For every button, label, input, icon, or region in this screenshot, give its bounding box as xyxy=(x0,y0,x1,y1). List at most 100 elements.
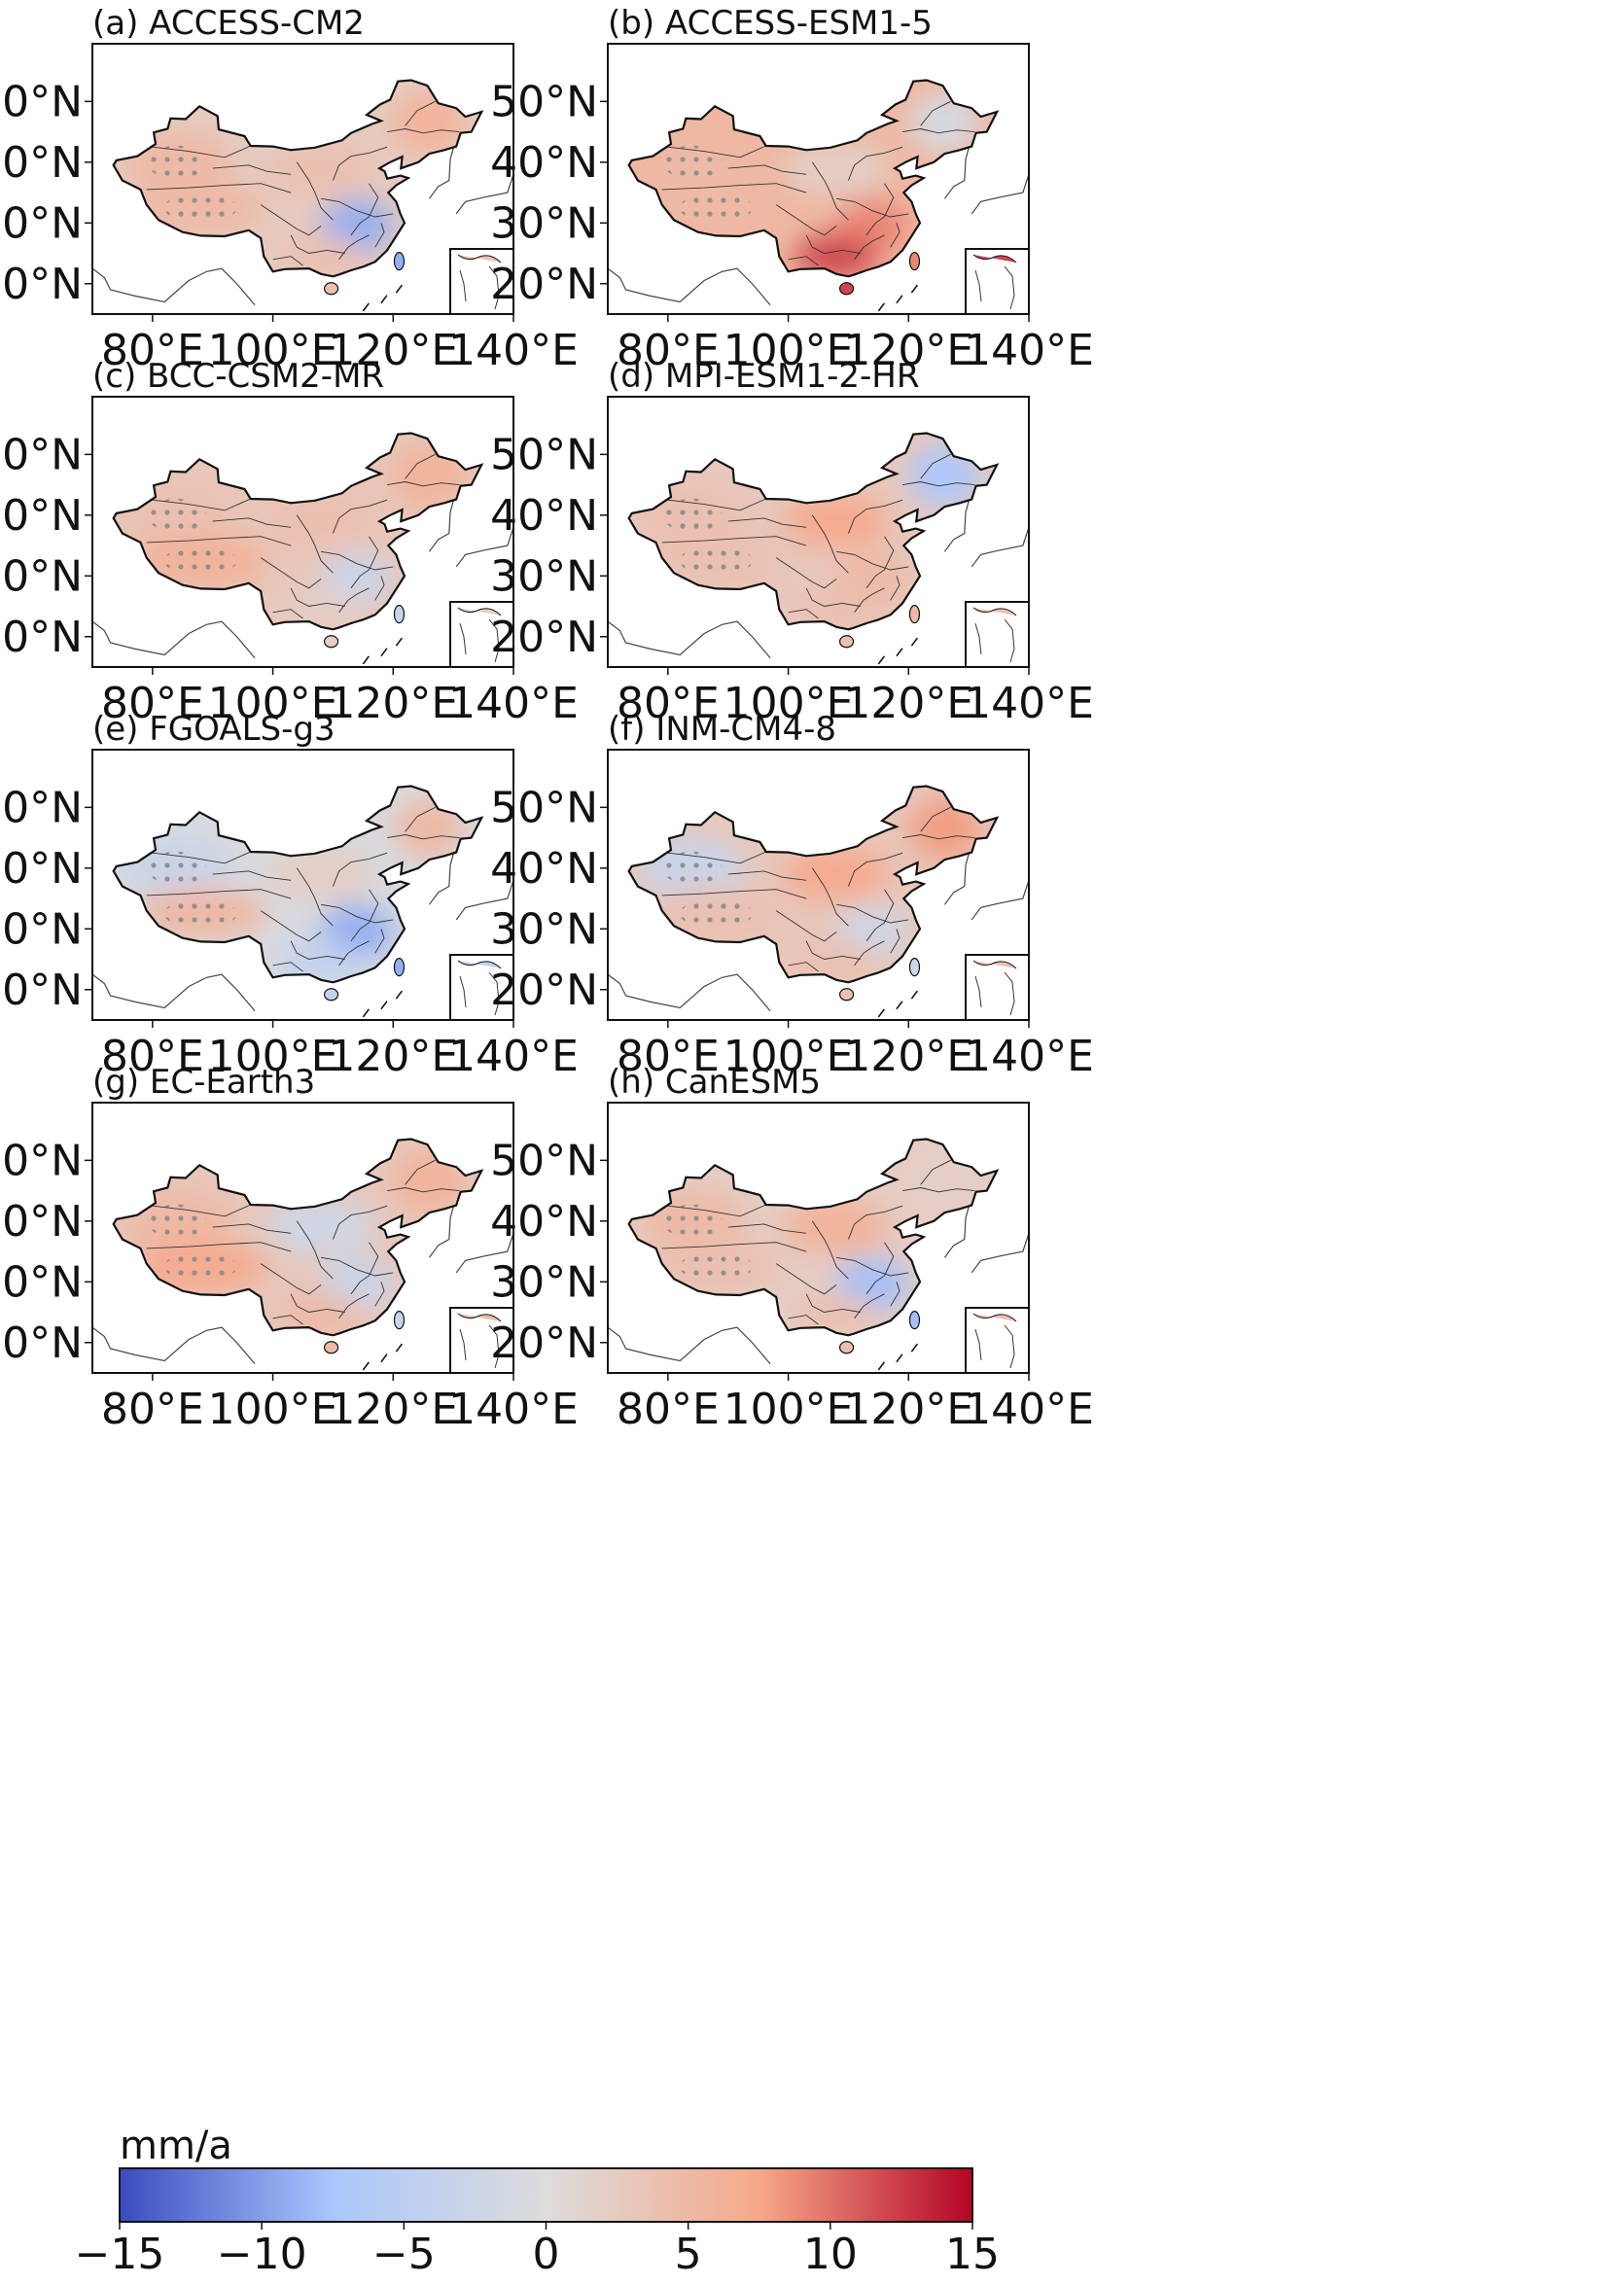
significance-stipple xyxy=(146,145,207,179)
south-china-sea-inset xyxy=(965,248,1030,315)
lat-tick-label: 30°N xyxy=(0,198,83,248)
lat-tick-label: 40°N xyxy=(0,844,83,894)
significance-stipple xyxy=(679,898,753,930)
province-boundary xyxy=(387,128,460,134)
significance-stipple xyxy=(679,193,753,224)
map-panel: (e) FGOALS-g3 20°N 30°N 40°N 50°N 80°E100°E12… xyxy=(0,710,579,1081)
lon-tick-label: 120°E xyxy=(328,1032,458,1081)
province-boundary xyxy=(811,867,849,927)
province-boundary xyxy=(152,1204,251,1217)
province-boundary xyxy=(775,910,837,942)
panel-title: (e) FGOALS-g3 xyxy=(92,710,335,749)
coastline-south-asia xyxy=(607,620,771,659)
province-boundary xyxy=(836,1256,909,1277)
province-boundary xyxy=(332,1205,388,1240)
province-boundary xyxy=(212,870,292,881)
china-field xyxy=(628,786,998,983)
province-boundary xyxy=(374,223,385,248)
map-panel: (g) EC-Earth3 20°N 30°N 40°N 50°N 80°E100°E12… xyxy=(0,1063,579,1434)
boundary-dash xyxy=(380,1001,388,1010)
province-boundary xyxy=(272,256,303,266)
province-boundary xyxy=(387,481,460,487)
hainan-island xyxy=(838,1341,855,1354)
taiwan-island xyxy=(908,1311,921,1330)
lon-tick-label: 80°E xyxy=(101,326,204,375)
lon-tick-label: 100°E xyxy=(208,679,338,728)
lat-tick-label: 50°N xyxy=(490,77,598,126)
region-north-blob xyxy=(782,846,891,902)
province-boundary xyxy=(854,940,885,967)
lat-tick-label: 40°N xyxy=(490,844,598,894)
lon-tick-label: 100°E xyxy=(208,1385,338,1434)
region-northeast-blob xyxy=(393,444,466,507)
province-boundary xyxy=(152,851,251,864)
taiwan-island xyxy=(393,605,406,624)
boundary-dash xyxy=(362,1361,370,1371)
colorbar-tick-label: −15 xyxy=(75,2230,165,2279)
province-boundary xyxy=(296,1220,334,1280)
lat-tick-label: 20°N xyxy=(0,260,83,309)
boundary-dash xyxy=(896,295,903,304)
province-boundary xyxy=(836,903,909,924)
lon-tick-label: 100°E xyxy=(724,326,854,375)
significance-stipple xyxy=(661,851,723,885)
china-outline xyxy=(112,79,484,278)
lon-tick-label: 80°E xyxy=(617,326,720,375)
province-boundary xyxy=(847,499,903,534)
lon-tick-label: 140°E xyxy=(964,1032,1094,1081)
taiwan-island xyxy=(393,958,406,977)
province-boundary xyxy=(260,910,322,942)
boundary-dash xyxy=(910,1343,918,1353)
taiwan-island xyxy=(908,958,921,977)
region-south-blob xyxy=(278,587,364,630)
lat-tick-label: 50°N xyxy=(0,77,83,126)
province-boundary xyxy=(272,609,303,619)
province-boundary xyxy=(350,183,379,236)
province-boundary xyxy=(350,536,379,589)
province-boundary xyxy=(338,587,370,614)
lon-tick-label: 100°E xyxy=(208,1032,338,1081)
province-boundary xyxy=(847,852,903,887)
province-boundary xyxy=(836,197,909,218)
coastline-korea xyxy=(428,1207,454,1258)
lon-tick-label: 100°E xyxy=(724,679,854,728)
coastline-south-asia xyxy=(91,620,256,659)
lat-tick-label: 30°N xyxy=(490,198,598,248)
lon-tick-label: 100°E xyxy=(724,1032,854,1081)
china-outline xyxy=(627,432,1000,631)
province-boundary xyxy=(836,550,909,571)
province-boundary xyxy=(727,870,807,881)
province-boundary xyxy=(865,183,895,236)
lon-tick-label: 140°E xyxy=(448,1032,579,1081)
map-panel: (h) CanESM5 20°N 30°N 40°N 50°N 80°E 100°E120°… xyxy=(490,1063,1094,1434)
coastline-japan xyxy=(971,527,1030,568)
lat-tick-label: 50°N xyxy=(0,430,83,479)
province-boundary xyxy=(902,1187,975,1193)
region-south-blob xyxy=(278,234,364,277)
lat-tick-label: 40°N xyxy=(0,138,83,188)
province-boundary xyxy=(805,587,861,607)
region-south-blob xyxy=(278,940,364,983)
lon-tick-label: 80°E xyxy=(617,679,720,728)
province-boundary xyxy=(667,145,766,158)
lat-tick-label: 30°N xyxy=(490,551,598,601)
province-boundary xyxy=(405,100,436,126)
province-boundary xyxy=(321,550,394,571)
boundary-dash xyxy=(910,637,918,647)
province-boundary xyxy=(350,1242,379,1295)
significance-stipple xyxy=(163,545,237,577)
map-panel: (c) BCC-CSM2-MR 20°N 30°N 40°N 50°N 80°E100°E… xyxy=(0,357,579,728)
hainan-island xyxy=(323,988,339,1002)
province-boundary xyxy=(890,576,900,601)
province-boundary xyxy=(920,100,951,126)
region-northeast-blob xyxy=(393,797,466,860)
lat-tick-label: 20°N xyxy=(0,1318,83,1368)
colorbar-tick-label: −5 xyxy=(372,2230,436,2279)
region-north-blob xyxy=(266,846,375,902)
boundary-dash xyxy=(380,295,388,304)
colorbar-tick-label: 0 xyxy=(533,2230,560,2279)
province-boundary xyxy=(788,256,819,266)
significance-stipple xyxy=(163,1251,237,1283)
province-boundary xyxy=(272,962,303,972)
